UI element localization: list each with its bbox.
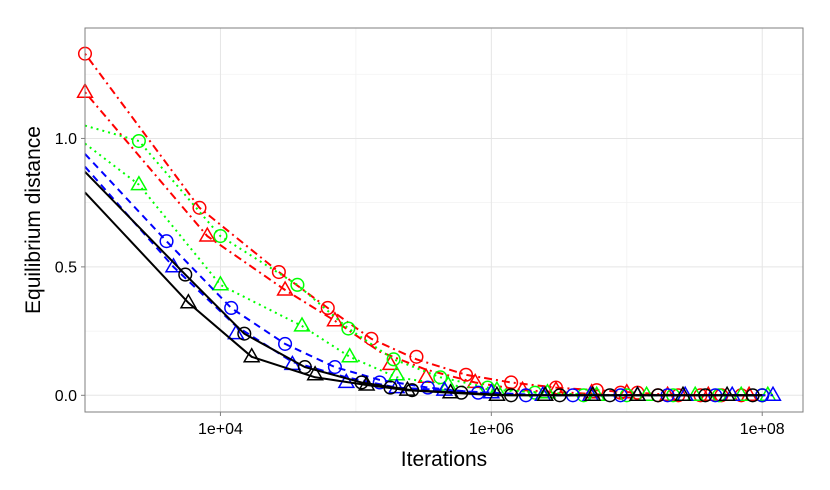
plot-panel	[85, 28, 803, 412]
data-point-triangle	[211, 275, 230, 291]
data-point-triangle	[179, 293, 198, 309]
x-axis-title: Iterations	[401, 448, 487, 471]
data-point-circle	[213, 229, 228, 244]
series-line	[84, 53, 763, 397]
x-tick-label: 1e+04	[198, 421, 243, 438]
data-point-circle	[159, 234, 174, 249]
data-point-triangle	[242, 347, 261, 363]
series-line	[84, 124, 763, 397]
data-point-circle	[131, 133, 146, 149]
data-point-circle	[420, 380, 435, 395]
data-point-triangle	[583, 385, 602, 402]
data-point-triangle	[398, 380, 417, 396]
plot-border	[84, 27, 804, 413]
y-axis-title: Equilibrium distance	[22, 126, 45, 314]
x-tick-label: 1e+08	[740, 421, 785, 438]
data-point-circle	[278, 336, 293, 351]
data-point-triangle	[130, 175, 148, 191]
data-point-triangle	[326, 311, 344, 327]
data-point-circle	[192, 200, 207, 215]
data-point-triangle	[441, 383, 460, 399]
y-tick-label: 1.0	[55, 131, 77, 148]
data-point-circle	[409, 349, 424, 364]
data-point-circle	[237, 326, 252, 341]
data-point-triangle	[293, 316, 311, 332]
data-point-triangle	[276, 280, 294, 296]
data-point-circle	[386, 352, 401, 367]
data-point-triangle	[536, 385, 554, 402]
data-point-triangle	[306, 365, 324, 381]
data-point-triangle	[718, 385, 736, 402]
data-point-circle	[433, 370, 448, 385]
data-point-circle	[224, 300, 239, 316]
series-line	[84, 191, 763, 397]
data-point-circle	[320, 300, 335, 316]
data-point-triangle	[764, 385, 782, 402]
data-point-triangle	[628, 385, 647, 402]
data-point-triangle	[198, 226, 217, 242]
series-8	[84, 191, 763, 402]
data-point-triangle	[488, 385, 506, 402]
data-point-triangle	[732, 385, 750, 402]
data-point-triangle	[227, 324, 245, 340]
data-point-triangle	[357, 375, 376, 391]
series-layer	[76, 46, 782, 403]
data-point-circle	[178, 267, 193, 282]
y-tick-label: 0.0	[55, 388, 77, 405]
axis-layer: 1e+04 1e+06 1e+08 0.0 0.5 1.0	[55, 131, 785, 438]
data-point-triangle	[674, 385, 692, 402]
data-point-triangle	[381, 355, 400, 371]
data-point-triangle	[341, 347, 359, 363]
data-point-circle	[290, 277, 305, 292]
data-point-triangle	[387, 378, 406, 394]
data-point-circle	[341, 321, 356, 336]
x-tick-label: 1e+06	[469, 421, 514, 438]
data-point-triangle	[637, 385, 656, 402]
data-point-circle	[271, 264, 286, 280]
y-tick-label: 0.5	[55, 259, 77, 276]
